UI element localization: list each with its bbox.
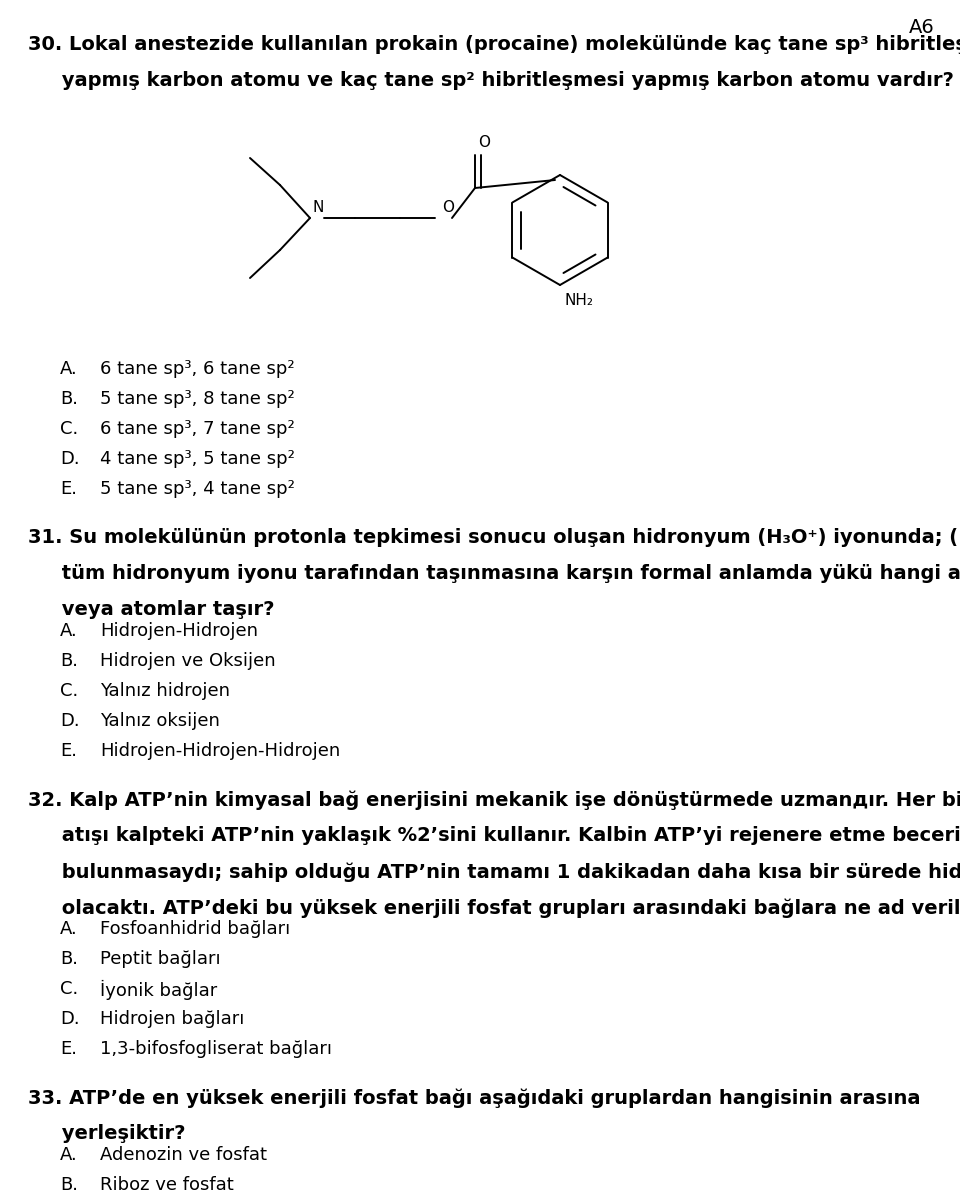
Text: tüm hidronyum iyonu tarafından taşınmasına karşın formal anlamda yükü hangi atom: tüm hidronyum iyonu tarafından taşınması… xyxy=(28,564,960,583)
Text: yapmış karbon atomu ve kaç tane sp² hibritleşmesi yapmış karbon atomu vardır?: yapmış karbon atomu ve kaç tane sp² hibr… xyxy=(28,71,954,90)
Text: E.: E. xyxy=(60,480,77,498)
Text: 4 tane sp³, 5 tane sp²: 4 tane sp³, 5 tane sp² xyxy=(100,450,295,468)
Text: Yalnız hidrojen: Yalnız hidrojen xyxy=(100,682,230,700)
Text: Hidrojen ve Oksijen: Hidrojen ve Oksijen xyxy=(100,652,276,670)
Text: 6 tane sp³, 6 tane sp²: 6 tane sp³, 6 tane sp² xyxy=(100,360,295,378)
Text: E.: E. xyxy=(60,1041,77,1057)
Text: O: O xyxy=(442,200,454,215)
Text: 5 tane sp³, 8 tane sp²: 5 tane sp³, 8 tane sp² xyxy=(100,390,295,408)
Text: B.: B. xyxy=(60,652,78,670)
Text: N: N xyxy=(312,200,324,215)
Text: Hidrojen bağları: Hidrojen bağları xyxy=(100,1011,245,1029)
Text: 30. Lokal anestezide kullanılan prokain (procaine) molekülünde kaç tane sp³ hibr: 30. Lokal anestezide kullanılan prokain … xyxy=(28,35,960,54)
Text: B.: B. xyxy=(60,390,78,408)
Text: Hidrojen-Hidrojen: Hidrojen-Hidrojen xyxy=(100,622,258,640)
Text: B.: B. xyxy=(60,950,78,968)
Text: D.: D. xyxy=(60,712,80,730)
Text: C.: C. xyxy=(60,980,79,998)
Text: E.: E. xyxy=(60,742,77,760)
Text: B.: B. xyxy=(60,1177,78,1195)
Text: D.: D. xyxy=(60,450,80,468)
Text: Hidrojen-Hidrojen-Hidrojen: Hidrojen-Hidrojen-Hidrojen xyxy=(100,742,340,760)
Text: atışı kalpteki ATP’nin yaklaşık %2’sini kullanır. Kalbin ATP’yi rejenere etme be: atışı kalpteki ATP’nin yaklaşık %2’sini … xyxy=(28,826,960,845)
Text: bulunmasaydı; sahip olduğu ATP’nin tamamı 1 dakikadan daha kısa bir sürede hidro: bulunmasaydı; sahip olduğu ATP’nin tamam… xyxy=(28,863,960,882)
Text: 6 tane sp³, 7 tane sp²: 6 tane sp³, 7 tane sp² xyxy=(100,420,295,438)
Text: Fosfoanhidrid bağları: Fosfoanhidrid bağları xyxy=(100,920,290,938)
Text: NH₂: NH₂ xyxy=(565,294,594,308)
Text: 31. Su molekülünün protonla tepkimesi sonucu oluşan hidronyum (H₃O⁺) iyonunda; (: 31. Su molekülünün protonla tepkimesi so… xyxy=(28,528,960,547)
Text: A6: A6 xyxy=(909,18,935,37)
Text: C.: C. xyxy=(60,420,79,438)
Text: Riboz ve fosfat: Riboz ve fosfat xyxy=(100,1177,233,1195)
Text: A.: A. xyxy=(60,360,78,378)
Text: İyonik bağlar: İyonik bağlar xyxy=(100,980,217,1000)
Text: 1,3-bifosfogliserat bağları: 1,3-bifosfogliserat bağları xyxy=(100,1041,332,1057)
Text: Yalnız oksijen: Yalnız oksijen xyxy=(100,712,220,730)
Text: D.: D. xyxy=(60,1011,80,1029)
Text: Peptit bağları: Peptit bağları xyxy=(100,950,221,968)
Text: 33. ATP’de en yüksek enerjili fosfat bağı aşağıdaki gruplardan hangisinin arasın: 33. ATP’de en yüksek enerjili fosfat bağ… xyxy=(28,1088,921,1108)
Text: A.: A. xyxy=(60,622,78,640)
Text: Adenozin ve fosfat: Adenozin ve fosfat xyxy=(100,1146,267,1165)
Text: 5 tane sp³, 4 tane sp²: 5 tane sp³, 4 tane sp² xyxy=(100,480,295,498)
Text: veya atomlar taşır?: veya atomlar taşır? xyxy=(28,600,275,620)
Text: yerleşiktir?: yerleşiktir? xyxy=(28,1124,185,1143)
Text: A.: A. xyxy=(60,1146,78,1165)
Text: A.: A. xyxy=(60,920,78,938)
Text: 32. Kalp ATP’nin kimyasal bağ enerjisini mekanik işe dönüştürmede uzmanдır. Her : 32. Kalp ATP’nin kimyasal bağ enerjisini… xyxy=(28,790,960,810)
Text: olacaktı. ATP’deki bu yüksek enerjili fosfat grupları arasındaki bağlara ne ad v: olacaktı. ATP’deki bu yüksek enerjili fo… xyxy=(28,897,960,918)
Text: C.: C. xyxy=(60,682,79,700)
Text: O: O xyxy=(478,135,490,150)
